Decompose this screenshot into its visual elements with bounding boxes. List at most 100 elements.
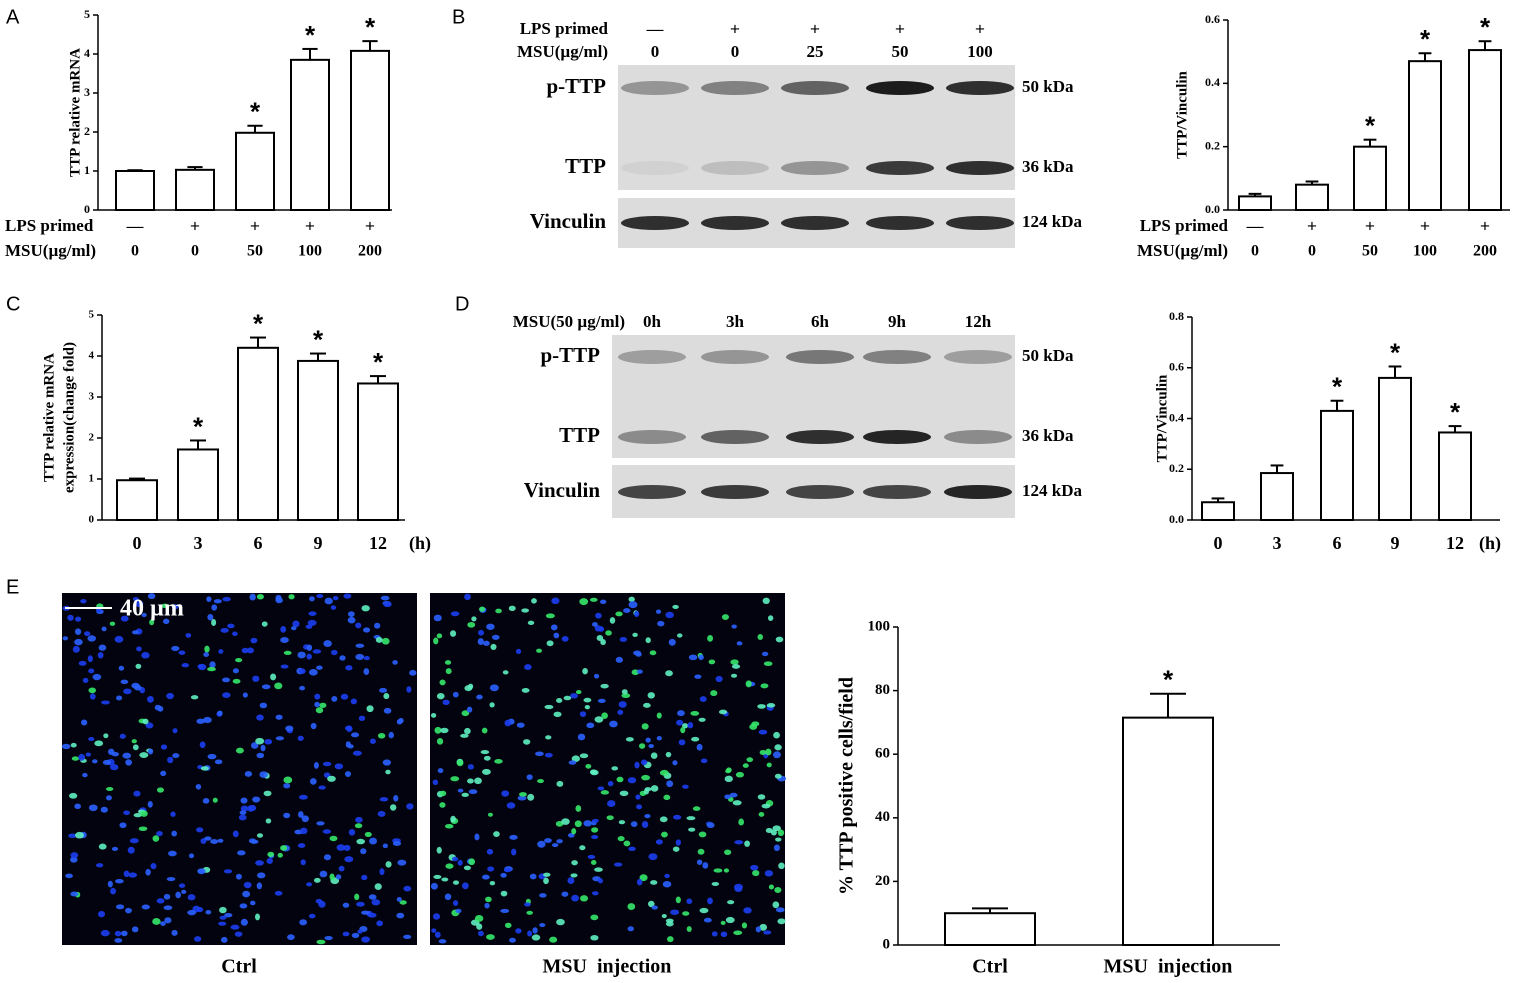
nucleus bbox=[517, 795, 527, 801]
nucleus bbox=[357, 929, 363, 934]
nucleus bbox=[385, 769, 391, 775]
nucleus bbox=[71, 756, 80, 761]
nucleus bbox=[508, 605, 516, 612]
nucleus bbox=[232, 678, 241, 684]
nucleus bbox=[313, 877, 321, 883]
nucleus bbox=[299, 827, 308, 835]
nucleus bbox=[319, 870, 328, 878]
nucleus bbox=[285, 725, 294, 732]
nucleus bbox=[232, 830, 239, 838]
y-tick-label: 0 bbox=[883, 936, 891, 952]
nucleus bbox=[703, 917, 712, 923]
image-label: MSU injection bbox=[543, 956, 672, 978]
nucleus bbox=[665, 918, 674, 923]
nucleus bbox=[721, 614, 729, 621]
nucleus bbox=[677, 710, 685, 717]
nucleus bbox=[478, 629, 485, 636]
nucleus bbox=[222, 677, 231, 683]
nucleus bbox=[500, 908, 510, 913]
blot-band bbox=[866, 161, 934, 175]
nucleus bbox=[713, 868, 723, 873]
nucleus bbox=[515, 928, 522, 934]
nucleus bbox=[261, 684, 271, 690]
nucleus bbox=[110, 764, 119, 771]
nucleus bbox=[283, 650, 292, 656]
y-tick-label: 4 bbox=[89, 350, 95, 362]
nucleus bbox=[255, 737, 265, 745]
blot-band bbox=[781, 81, 849, 95]
nucleus bbox=[715, 675, 723, 683]
nucleus bbox=[600, 639, 606, 646]
nucleus bbox=[664, 873, 670, 879]
nucleus bbox=[628, 846, 636, 851]
nucleus bbox=[376, 920, 384, 927]
blot-band bbox=[866, 81, 934, 95]
blot-band bbox=[701, 430, 769, 444]
nucleus bbox=[250, 742, 259, 749]
group-label: + bbox=[365, 216, 375, 235]
row-title: LPS primed bbox=[5, 216, 94, 235]
bar bbox=[1408, 60, 1442, 211]
nucleus bbox=[462, 882, 469, 890]
nucleus bbox=[698, 654, 704, 661]
nucleus bbox=[543, 877, 549, 885]
nucleus bbox=[639, 874, 648, 882]
nucleus bbox=[190, 695, 199, 700]
nucleus bbox=[256, 882, 263, 890]
nucleus bbox=[74, 803, 81, 809]
nucleus bbox=[369, 837, 378, 845]
x-tick-label: 100 bbox=[1413, 243, 1437, 260]
nucleus bbox=[74, 628, 82, 635]
nucleus bbox=[531, 598, 537, 604]
nucleus bbox=[147, 800, 153, 808]
nucleus bbox=[649, 650, 657, 656]
nucleus bbox=[457, 859, 463, 866]
nucleus bbox=[627, 777, 637, 784]
nucleus bbox=[611, 766, 619, 771]
nucleus bbox=[141, 612, 147, 618]
nucleus bbox=[313, 761, 319, 769]
bar bbox=[115, 170, 155, 211]
blot-lane-label: 6h bbox=[811, 312, 830, 331]
nucleus bbox=[70, 891, 79, 897]
nucleus bbox=[68, 833, 77, 838]
image-label: Ctrl bbox=[221, 956, 257, 978]
nucleus bbox=[617, 709, 624, 715]
nucleus bbox=[694, 674, 702, 679]
nucleus bbox=[270, 673, 277, 681]
nucleus bbox=[506, 802, 516, 809]
nucleus bbox=[242, 890, 251, 898]
nucleus bbox=[707, 634, 714, 642]
nucleus bbox=[579, 711, 587, 717]
nucleus bbox=[711, 931, 718, 937]
nucleus bbox=[651, 905, 658, 910]
nucleus bbox=[105, 795, 112, 801]
y-tick-label: 4 bbox=[84, 46, 90, 60]
nucleus bbox=[574, 820, 582, 828]
nucleus bbox=[396, 896, 402, 902]
nucleus bbox=[397, 859, 407, 866]
nucleus bbox=[265, 818, 272, 824]
panel-letter: D bbox=[455, 293, 469, 315]
nucleus bbox=[460, 733, 469, 738]
blot-band bbox=[781, 216, 849, 230]
nucleus bbox=[252, 675, 260, 682]
nucleus bbox=[72, 645, 80, 653]
bar bbox=[1378, 376, 1412, 521]
nucleus bbox=[461, 710, 470, 717]
y-tick-label: 0.6 bbox=[1205, 12, 1220, 26]
nucleus bbox=[375, 636, 383, 643]
nucleus bbox=[377, 732, 386, 739]
nucleus bbox=[730, 673, 738, 678]
nucleus bbox=[82, 772, 88, 778]
nucleus bbox=[122, 752, 132, 759]
nucleus bbox=[111, 846, 119, 852]
nucleus bbox=[160, 744, 168, 750]
nucleus bbox=[114, 930, 122, 937]
nucleus bbox=[668, 638, 676, 646]
nucleus bbox=[699, 907, 709, 914]
nucleus bbox=[383, 707, 392, 714]
nucleus bbox=[110, 887, 117, 895]
nucleus bbox=[661, 913, 667, 919]
